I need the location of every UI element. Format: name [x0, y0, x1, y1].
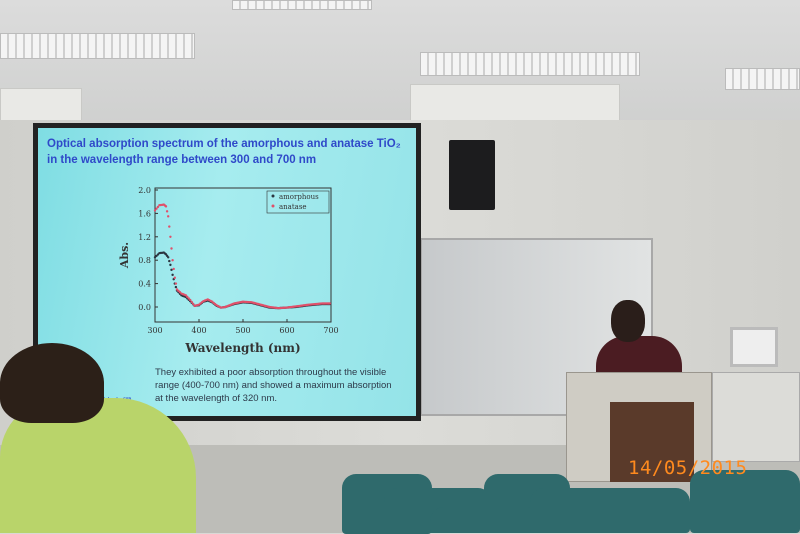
- chair: [530, 488, 690, 533]
- data-point-amorphous: [168, 259, 171, 263]
- date-stamp: 14/05/2015: [628, 457, 748, 479]
- data-point-anatase: [156, 205, 160, 209]
- data-point-anatase: [189, 298, 192, 302]
- ceiling: [0, 0, 800, 138]
- chair: [690, 470, 800, 533]
- y-tick-label: 1.6: [138, 209, 151, 218]
- legend-label-amorphous: amorphous: [279, 193, 319, 201]
- data-point-anatase: [191, 302, 195, 306]
- ceiling-beam: [0, 88, 82, 122]
- data-point-anatase: [172, 267, 175, 271]
- y-tick-label: 2.0: [138, 186, 151, 195]
- data-point-anatase: [187, 297, 190, 300]
- y-tick-label: 0.8: [138, 256, 151, 265]
- absorption-chart: 300 400 500 600 700 0.0 0.4 0.8 1.2 1.6 2.0 Wavelen…: [118, 186, 339, 355]
- data-point-amorphous: [171, 273, 174, 277]
- data-point-anatase: [184, 294, 187, 297]
- podium-panel: [610, 402, 694, 482]
- x-tick-label: 400: [191, 326, 206, 335]
- data-point-anatase: [164, 205, 168, 208]
- ceiling-light: [420, 52, 640, 76]
- legend-label-anatase: anatase: [279, 203, 307, 211]
- data-point-amorphous: [174, 285, 178, 289]
- legend-marker-anatase: [271, 204, 275, 208]
- legend-marker-amorphous: [271, 194, 275, 198]
- slide: Optical absorption spectrum of the amorp…: [38, 128, 416, 416]
- audience-member-head: [0, 343, 104, 423]
- speaker: [449, 140, 495, 210]
- ceiling-light: [0, 33, 195, 59]
- data-point-amorphous: [169, 263, 172, 267]
- x-tick-label: 300: [147, 326, 162, 335]
- x-tick-label: 500: [235, 326, 250, 335]
- slide-title: Optical absorption spectrum of the amorp…: [47, 138, 401, 166]
- slide-body-text: They exhibited a poor absorption through…: [155, 367, 392, 404]
- chair: [430, 507, 540, 533]
- x-tick-label: 700: [323, 326, 338, 335]
- data-point-anatase: [155, 207, 158, 210]
- data-point-anatase: [171, 259, 174, 262]
- x-axis-label: Wavelength (nm): [184, 341, 300, 355]
- data-point-anatase: [165, 210, 169, 213]
- computer-monitor: [730, 327, 778, 367]
- presenter-head: [611, 300, 645, 342]
- data-point-anatase: [167, 215, 170, 218]
- data-point-anatase: [169, 235, 172, 238]
- data-point-anatase: [190, 300, 193, 304]
- data-point-anatase: [170, 247, 173, 250]
- y-axis-label: Abs.: [118, 242, 131, 269]
- data-point-amorphous: [170, 268, 173, 272]
- y-tick-label: 1.2: [138, 233, 151, 242]
- x-tick-label: 600: [279, 326, 294, 335]
- data-point-anatase: [328, 302, 331, 305]
- presenter: [596, 336, 682, 376]
- y-tick-label: 0.4: [138, 280, 151, 289]
- ceiling-light: [725, 68, 800, 90]
- data-point-amorphous: [167, 256, 170, 259]
- data-point-anatase: [173, 276, 176, 279]
- data-point-anatase: [174, 282, 178, 285]
- data-point-anatase: [168, 225, 171, 228]
- legend-box: [266, 190, 330, 214]
- y-tick-label: 0.0: [138, 303, 151, 312]
- ceiling-light: [232, 0, 372, 10]
- desk: [712, 372, 800, 462]
- data-point-anatase: [153, 209, 157, 212]
- data-point-anatase: [186, 295, 189, 299]
